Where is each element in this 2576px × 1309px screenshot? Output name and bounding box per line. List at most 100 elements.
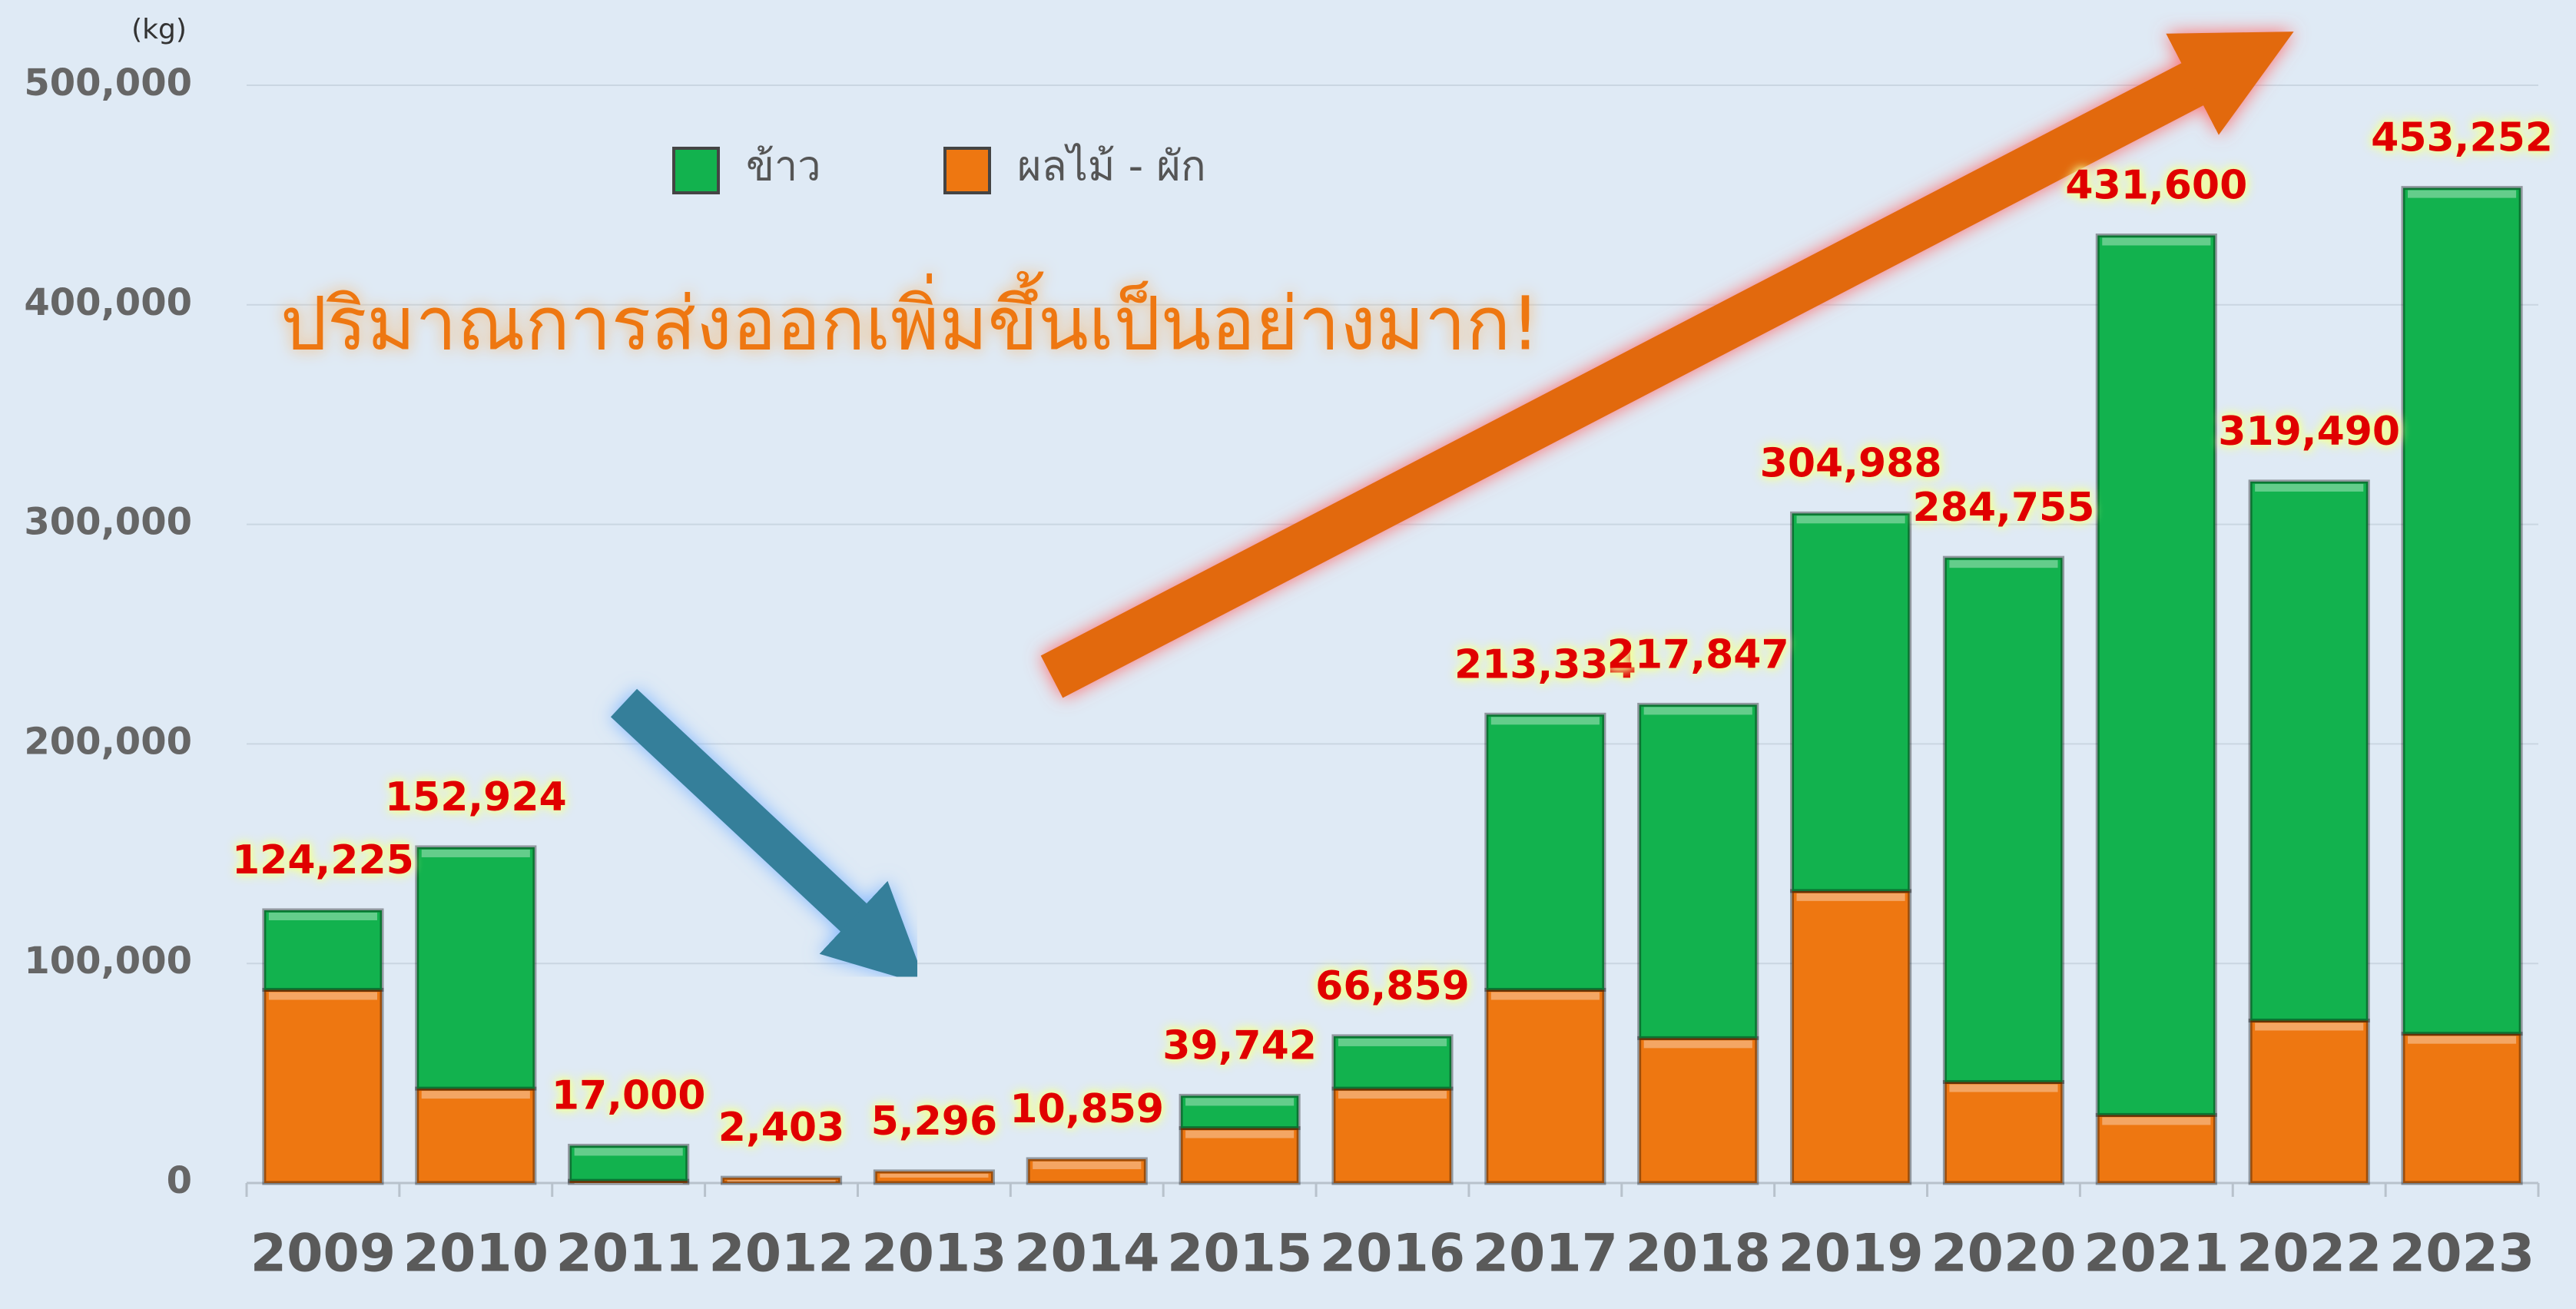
bar-highlight — [1338, 1091, 1447, 1099]
y-tick-label: 300,000 — [24, 501, 192, 544]
bar-segment — [2401, 1032, 2523, 1185]
legend-swatch — [943, 147, 991, 194]
bar-highlight — [1185, 1098, 1295, 1106]
total-label: 124,225 — [232, 837, 414, 883]
x-tick-label: 2020 — [1931, 1224, 2076, 1284]
bar-highlight — [1949, 560, 2058, 568]
bar-highlight — [1796, 893, 1905, 901]
y-axis-unit: (kg) — [131, 14, 187, 45]
bar-highlight — [1643, 1040, 1752, 1049]
bar-highlight — [727, 1180, 836, 1182]
bar-segment — [1331, 1086, 1454, 1185]
bar-segment — [2095, 1112, 2217, 1185]
bar-segment — [1637, 702, 1759, 1040]
bar-segment — [262, 908, 384, 992]
bar-segment — [2248, 479, 2370, 1023]
bar-segment — [1942, 555, 2065, 1085]
bar-highlight — [268, 912, 377, 920]
bar-segment — [1026, 1157, 1148, 1185]
bar-highlight — [2255, 483, 2364, 492]
bar-highlight — [1338, 1038, 1447, 1046]
x-tick-label: 2019 — [1778, 1224, 1923, 1284]
bar-segment — [415, 1086, 537, 1185]
bar-highlight — [2408, 190, 2517, 198]
bar-highlight — [2408, 1036, 2517, 1044]
bar-segment — [2401, 186, 2523, 1036]
bar-segment — [415, 845, 537, 1091]
bar-highlight — [1490, 717, 1600, 725]
x-tick-label: 2014 — [1014, 1224, 1159, 1284]
bar-highlight — [421, 849, 530, 857]
labels: 0 100,000 200,000 300,000 400,000 500,000 2009… — [24, 61, 2553, 1284]
up-arrow — [1040, 31, 2294, 698]
annotation: ปริมาณการส่งออกเพิ่มขึ้นเป็นอย่างมาก! — [280, 270, 1540, 366]
total-label: 66,859 — [1315, 963, 1470, 1009]
y-tick-label: 400,000 — [24, 281, 192, 324]
bar-segment — [2095, 233, 2217, 1117]
bar-segment — [1637, 1036, 1759, 1185]
bar-segment — [1484, 987, 1606, 1185]
x-tick-label: 2016 — [1320, 1224, 1465, 1284]
x-tick-label: 2021 — [2084, 1224, 2229, 1284]
bar-highlight — [1643, 707, 1752, 715]
bar-segment — [568, 1143, 690, 1183]
bar-highlight — [1949, 1084, 2058, 1092]
bar-highlight — [268, 992, 377, 1000]
bar-highlight — [574, 1183, 683, 1185]
bar-highlight — [2102, 1117, 2211, 1125]
x-tick-label: 2009 — [250, 1224, 396, 1284]
bar-segment — [1179, 1093, 1301, 1131]
total-label: 431,600 — [2065, 162, 2247, 208]
total-label: 453,252 — [2371, 115, 2553, 161]
legend-label: ผลไม้ - ผัก — [1017, 142, 1206, 191]
bar-segment — [720, 1175, 843, 1185]
x-tick-label: 2015 — [1167, 1224, 1312, 1284]
legend: ข้าว ผลไม้ - ผัก — [672, 142, 1206, 194]
bar-segment — [1179, 1126, 1301, 1185]
bar-segment — [1790, 511, 1912, 893]
total-label: 10,859 — [1010, 1086, 1164, 1132]
x-tick-label: 2013 — [861, 1224, 1006, 1284]
down-arrow — [610, 688, 927, 986]
bar-segment — [873, 1169, 995, 1185]
x-tick-label: 2012 — [708, 1224, 854, 1284]
y-tick-label: 200,000 — [24, 720, 192, 763]
legend-label: ข้าว — [746, 142, 821, 191]
bar-highlight — [1796, 515, 1905, 524]
x-tick-label: 2023 — [2389, 1224, 2535, 1284]
y-tick-label: 100,000 — [24, 939, 192, 983]
total-label: 39,742 — [1162, 1022, 1317, 1069]
x-tick-label: 2022 — [2236, 1224, 2382, 1284]
total-label: 284,755 — [1913, 485, 2095, 531]
total-label: 319,490 — [2218, 409, 2400, 455]
total-label: 304,988 — [1760, 440, 1942, 486]
legend-swatch — [672, 147, 720, 194]
bar-highlight — [574, 1148, 683, 1156]
bar-segment — [1331, 1034, 1454, 1091]
bar-highlight — [2255, 1022, 2364, 1031]
bar-highlight — [880, 1173, 989, 1178]
bar-highlight — [421, 1091, 530, 1099]
bars — [262, 186, 2523, 1185]
bar-segment — [1790, 889, 1912, 1185]
total-label: 152,924 — [385, 774, 567, 820]
y-tick-label: 500,000 — [24, 61, 192, 104]
total-label: 17,000 — [552, 1072, 706, 1118]
bar-segment — [1942, 1080, 2065, 1185]
bar-highlight — [1490, 992, 1600, 1000]
total-label: 217,847 — [1607, 631, 1789, 678]
y-tick-label: 0 — [167, 1159, 192, 1202]
total-label: 213,334 — [1454, 641, 1636, 688]
bar-highlight — [1185, 1130, 1295, 1138]
bar-highlight — [2102, 237, 2211, 246]
bar-segment — [262, 987, 384, 1185]
total-label: 5,296 — [871, 1099, 997, 1145]
x-tick-label: 2010 — [403, 1224, 549, 1284]
x-tick-label: 2017 — [1473, 1224, 1618, 1284]
total-label: 2,403 — [718, 1105, 844, 1151]
bar-highlight — [1033, 1161, 1142, 1169]
bar-segment — [2248, 1019, 2370, 1185]
x-tick-label: 2011 — [556, 1224, 701, 1284]
bar-segment — [1484, 712, 1606, 992]
